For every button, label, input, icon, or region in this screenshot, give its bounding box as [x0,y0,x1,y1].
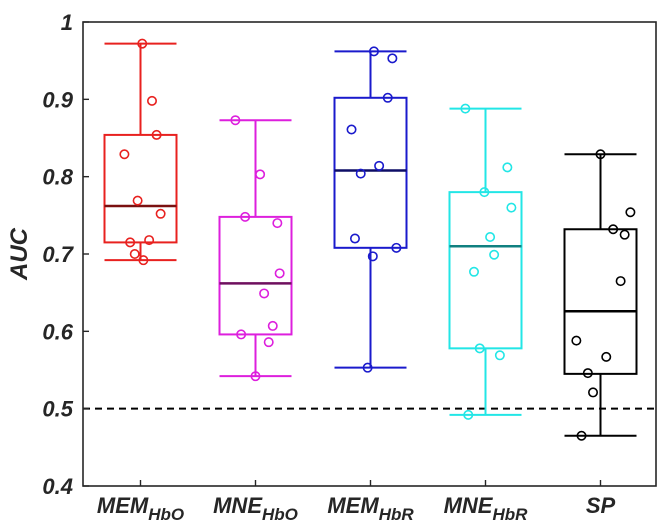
iqr-box [563,228,638,375]
data-point-1-1 [119,149,130,160]
data-point-1-9 [151,129,162,140]
data-point-5-6 [601,351,612,362]
data-point-1-6 [138,255,149,266]
points-layer [119,38,636,441]
y-axis-title: AUC [6,227,33,281]
data-point-3-10 [391,242,402,253]
data-point-3-9 [387,53,398,64]
y-tick-label: 0.4 [42,474,73,499]
data-point-2-3 [240,211,251,222]
x-tick-label: MNEHbO [213,493,298,524]
data-point-1-2 [125,237,136,248]
data-point-5-10 [625,207,636,218]
data-point-5-8 [615,276,626,287]
y-tick-label: 0.9 [42,87,73,112]
x-tick-label-main: MNE [213,493,263,518]
iqr-box [333,96,408,249]
data-point-4-1 [460,103,471,114]
data-point-3-6 [368,46,379,57]
data-point-3-5 [367,251,378,262]
data-point-2-9 [272,218,283,229]
data-point-5-7 [608,224,619,235]
y-tick-label: 1 [61,10,73,35]
data-point-4-6 [485,231,496,242]
x-tick-label-main: MEM [327,493,379,518]
y-tick-label: 0.8 [42,165,73,190]
data-point-5-3 [582,368,593,379]
data-point-3-3 [355,168,366,179]
x-tick-label-subscript: HbR [492,505,528,524]
data-point-2-1 [230,115,241,126]
data-point-4-4 [474,343,485,354]
x-tick-label-main: MNE [444,493,494,518]
x-tick-label-main: SP [586,493,616,518]
x-tick-label-subscript: HbO [148,505,184,524]
data-point-2-4 [250,371,261,382]
box-group-1 [103,42,178,262]
data-point-2-6 [259,288,270,299]
data-point-2-10 [274,268,285,279]
data-point-3-8 [382,92,393,103]
box-group-3 [333,50,408,369]
data-point-3-1 [346,124,357,135]
data-point-4-3 [468,266,479,277]
boxes-layer [103,42,638,437]
x-tick-label: MEMHbO [97,493,184,524]
data-point-5-1 [571,335,582,346]
x-tick-label-subscript: HbO [262,505,298,524]
data-point-4-10 [506,202,517,213]
data-point-4-5 [479,187,490,198]
data-point-2-5 [255,169,266,180]
data-point-1-8 [147,95,158,106]
y-tick-label: 0.5 [42,397,73,422]
data-point-1-4 [132,195,143,206]
data-point-4-7 [489,249,500,260]
data-point-1-10 [155,208,166,219]
data-point-3-4 [362,362,373,373]
x-tick-label: SP [586,493,616,518]
data-point-4-9 [502,162,513,173]
data-point-2-2 [236,329,247,340]
data-point-3-2 [349,233,360,244]
data-point-5-2 [576,430,587,441]
data-point-5-9 [619,229,630,240]
iqr-box [103,133,178,244]
data-point-2-7 [263,337,274,348]
data-point-4-2 [463,409,474,420]
data-point-1-7 [144,235,155,246]
data-point-4-8 [494,350,505,361]
x-tick-label-subscript: HbR [379,505,415,524]
data-point-1-3 [129,249,140,260]
data-point-5-4 [588,387,599,398]
x-tick-label: MNEHbR [444,493,529,524]
data-point-5-5 [595,149,606,160]
iqr-box [448,191,523,350]
box-group-5 [563,153,638,437]
y-tick-label: 0.6 [42,319,73,344]
y-tick-label: 0.7 [42,242,74,267]
x-tick-label: MEMHbR [327,493,414,524]
x-tick-label-main: MEM [97,493,149,518]
box-group-4 [448,107,523,416]
data-point-3-7 [374,160,385,171]
data-point-2-8 [267,320,278,331]
data-point-1-5 [137,38,148,49]
iqr-box [218,215,293,336]
